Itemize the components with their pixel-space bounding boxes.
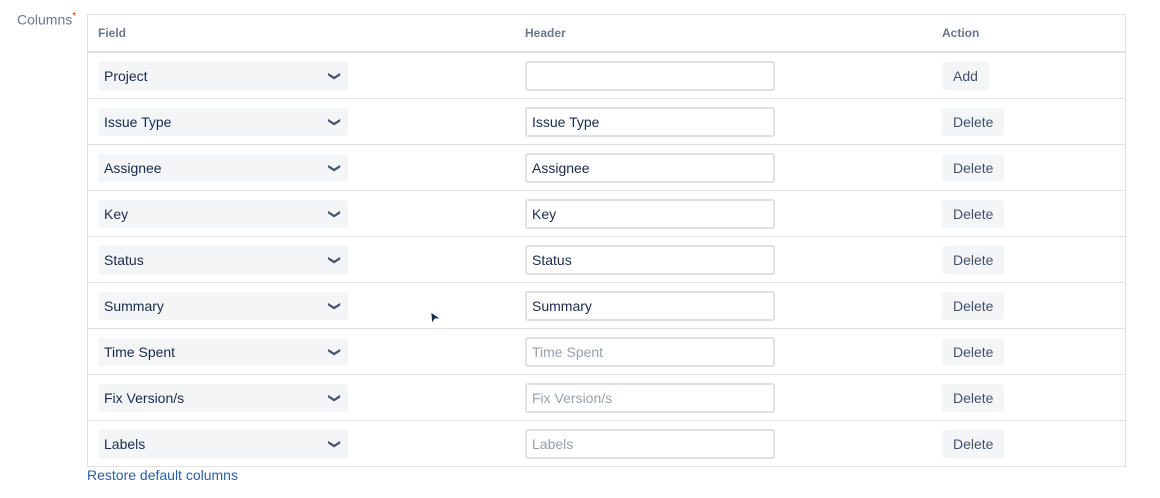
header-input[interactable] (525, 337, 775, 367)
header-input[interactable] (525, 383, 775, 413)
field-select[interactable]: Assignee ❯ (98, 154, 348, 182)
field-select[interactable]: Time Spent ❯ (98, 338, 348, 366)
header-header: Header (525, 26, 566, 40)
field-select[interactable]: Project ❯ (98, 62, 348, 90)
field-select[interactable]: Issue Type ❯ (98, 108, 348, 136)
table-row: Time Spent ❯ Delete (88, 329, 1125, 375)
field-select-value: Summary (104, 298, 164, 314)
field-select[interactable]: Fix Version/s ❯ (98, 384, 348, 412)
delete-button[interactable]: Delete (942, 384, 1005, 412)
field-select-value: Time Spent (104, 344, 176, 360)
field-select-value: Project (104, 68, 148, 84)
columns-label-text: Columns (17, 11, 73, 28)
field-select-value: Labels (104, 436, 146, 452)
field-select[interactable]: Labels ❯ (98, 430, 348, 458)
table-row: Project ❯ Add (88, 53, 1125, 99)
chevron-down-icon: ❯ (327, 70, 342, 82)
header-input[interactable] (525, 245, 775, 275)
delete-button[interactable]: Delete (942, 430, 1005, 458)
table-row: Issue Type ❯ Delete (88, 99, 1125, 145)
table-header: Field Header Action (88, 15, 1125, 53)
table-row: Labels ❯ Delete (88, 421, 1125, 467)
chevron-down-icon: ❯ (327, 116, 342, 128)
table-row: Key ❯ Delete (88, 191, 1125, 237)
header-input[interactable] (525, 429, 775, 459)
delete-button[interactable]: Delete (942, 200, 1005, 228)
header-input[interactable] (525, 153, 775, 183)
field-select-value: Status (104, 252, 144, 268)
field-select-value: Fix Version/s (104, 390, 185, 406)
header-input[interactable] (525, 107, 775, 137)
field-select-value: Issue Type (104, 114, 172, 130)
chevron-down-icon: ❯ (327, 162, 342, 174)
field-select[interactable]: Status ❯ (98, 246, 348, 274)
delete-button[interactable]: Delete (942, 154, 1005, 182)
header-input[interactable] (525, 199, 775, 229)
header-field: Field (98, 26, 127, 40)
chevron-down-icon: ❯ (327, 300, 342, 312)
delete-button[interactable]: Delete (942, 108, 1005, 136)
table-row: Summary ❯ Delete (88, 283, 1125, 329)
columns-table: Field Header Action Project ❯ Add Issue Ty… (87, 14, 1126, 467)
delete-button[interactable]: Delete (942, 246, 1005, 274)
header-input[interactable] (525, 291, 775, 321)
field-select-value: Assignee (104, 160, 162, 176)
chevron-down-icon: ❯ (327, 254, 342, 266)
chevron-down-icon: ❯ (327, 346, 342, 358)
field-select[interactable]: Key ❯ (98, 200, 348, 228)
chevron-down-icon: ❯ (327, 392, 342, 404)
chevron-down-icon: ❯ (327, 438, 342, 450)
table-row: Status ❯ Delete (88, 237, 1125, 283)
restore-default-columns-link[interactable]: Restore default columns (87, 467, 238, 483)
chevron-down-icon: ❯ (327, 208, 342, 220)
required-mark: * (72, 11, 77, 22)
header-input[interactable] (525, 61, 775, 91)
add-button[interactable]: Add (942, 62, 989, 90)
field-select[interactable]: Summary ❯ (98, 292, 348, 320)
table-row: Fix Version/s ❯ Delete (88, 375, 1125, 421)
columns-label: Columns* (17, 11, 76, 28)
table-row: Assignee ❯ Delete (88, 145, 1125, 191)
header-action: Action (942, 26, 980, 40)
field-select-value: Key (104, 206, 129, 222)
delete-button[interactable]: Delete (942, 338, 1005, 366)
delete-button[interactable]: Delete (942, 292, 1005, 320)
